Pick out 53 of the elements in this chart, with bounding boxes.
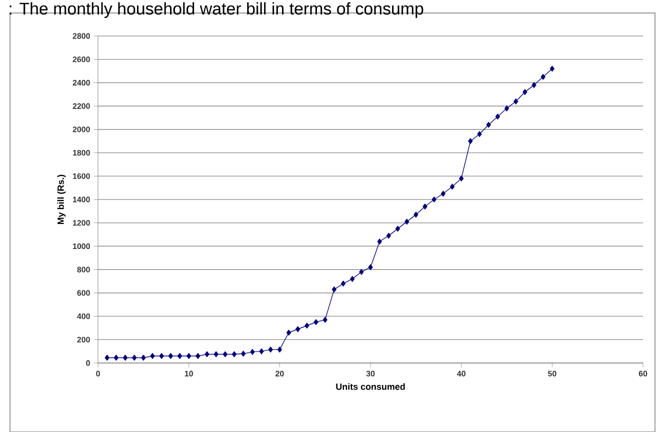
- point: [159, 353, 164, 359]
- point: [250, 348, 255, 355]
- point: [141, 354, 146, 361]
- point: [186, 353, 192, 359]
- point: [222, 351, 228, 358]
- point: [104, 354, 110, 361]
- point: [204, 351, 210, 358]
- point: [377, 238, 382, 244]
- point: [332, 286, 336, 292]
- point: [314, 319, 318, 326]
- point: [414, 212, 418, 218]
- point: [368, 264, 373, 270]
- point: [522, 89, 528, 96]
- point: [168, 353, 173, 359]
- point: [514, 98, 518, 104]
- point: [177, 353, 182, 359]
- point: [550, 66, 554, 72]
- point: [277, 346, 282, 353]
- point: [468, 138, 473, 144]
- point: [504, 105, 510, 112]
- point: [495, 114, 500, 120]
- point: [304, 322, 310, 329]
- point: [440, 190, 446, 197]
- point: [359, 268, 364, 275]
- point: [404, 218, 410, 225]
- point: [132, 354, 137, 361]
- point: [450, 184, 455, 190]
- point: [386, 232, 391, 239]
- point: [459, 176, 464, 182]
- point: [486, 122, 491, 128]
- point: [232, 351, 237, 358]
- point: [114, 354, 118, 361]
- point: [286, 330, 292, 336]
- point: [350, 276, 355, 282]
- point: [477, 131, 482, 138]
- point: [259, 348, 264, 354]
- point: [540, 74, 546, 80]
- point: [532, 82, 536, 88]
- point: [296, 326, 300, 332]
- point: [150, 353, 155, 359]
- chart-title: : The monthly household water bill in terms of consump: [10, 2, 424, 18]
- x-axis-title: Units consumed: [336, 383, 405, 390]
- point: [268, 346, 273, 353]
- point: [122, 354, 128, 361]
- point: [340, 280, 346, 287]
- point: [322, 316, 328, 323]
- point: [241, 350, 246, 357]
- point: [422, 204, 428, 210]
- point: [432, 196, 436, 202]
- point: [196, 353, 200, 359]
- point: [214, 351, 218, 358]
- y-axis-title: My bill (Rs.): [57, 174, 66, 224]
- point: [395, 226, 400, 232]
